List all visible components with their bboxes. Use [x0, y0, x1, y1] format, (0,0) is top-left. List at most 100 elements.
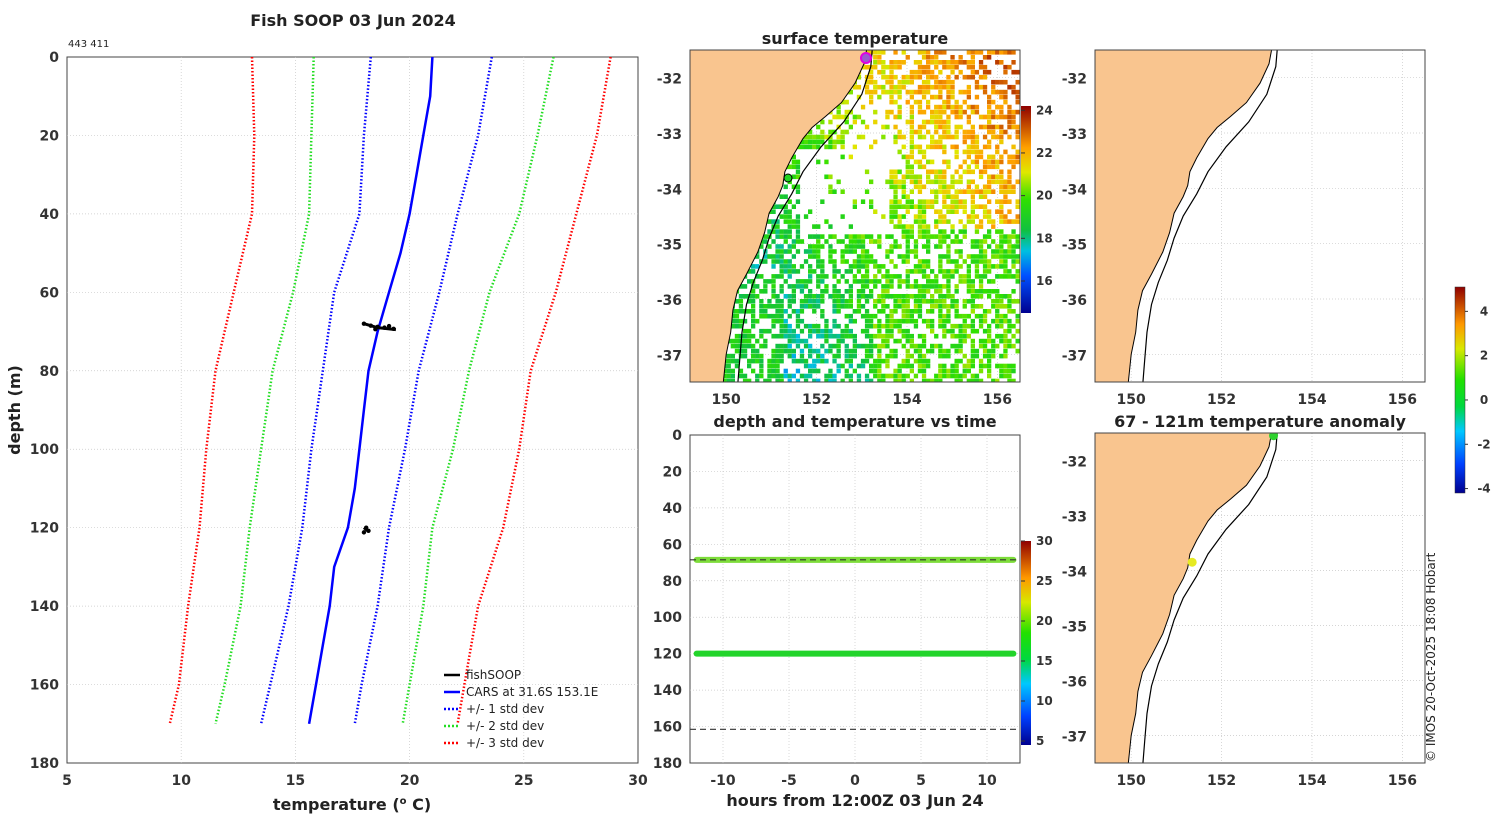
sst-cell [791, 309, 796, 314]
sst-frame [689, 49, 1021, 383]
sst-cell [852, 204, 857, 209]
sst-cell [783, 259, 788, 264]
sst-cell [958, 328, 963, 334]
sst-cell [950, 94, 955, 100]
sst-cell [877, 239, 882, 244]
sst-cell [987, 159, 992, 165]
sst-cell [832, 294, 837, 299]
sst-cell [775, 304, 780, 309]
sst-cell [942, 159, 947, 165]
sst-cell [869, 363, 874, 369]
sst-cell [726, 353, 731, 359]
sst-cell [909, 269, 914, 274]
sst-cell [755, 358, 760, 364]
sst-cell [901, 224, 906, 229]
sst-cell [962, 363, 967, 369]
sst-cell [942, 174, 947, 180]
sst-cell [873, 279, 878, 284]
sst-cell [824, 358, 829, 364]
sst-cell [942, 84, 947, 90]
sst-cell [864, 124, 870, 130]
sst-cell [970, 318, 975, 324]
profile-series--1-std-dev [353, 56, 494, 725]
sst-cell [995, 249, 1000, 254]
sst-cell [869, 368, 874, 374]
dtv-ytick: 180 [653, 756, 682, 772]
sst-cell [791, 333, 796, 339]
sst-cell [909, 154, 914, 160]
sst-cell [982, 289, 988, 294]
sst-cell [771, 318, 776, 324]
sst-cell [982, 194, 988, 199]
sst-cell [999, 323, 1004, 329]
sst-cell [869, 323, 874, 329]
sst-cell [954, 169, 959, 175]
sst-cell [787, 219, 792, 224]
sst-cell [982, 55, 988, 60]
sst-cell [860, 358, 866, 364]
sst-cell [1003, 373, 1008, 379]
sst-cb-tick: 16 [1036, 274, 1053, 288]
track-ytick: -34 [1062, 182, 1088, 198]
sst-cell [844, 373, 849, 379]
sst-cell [877, 244, 882, 249]
sst-cell [987, 229, 992, 234]
sst-cell [942, 214, 947, 219]
sst-cell [881, 264, 886, 269]
sst-cell [787, 264, 792, 269]
sst-cell [873, 259, 878, 264]
sst-cell [905, 269, 910, 274]
sst-cell [942, 79, 947, 85]
sst-cell [982, 189, 988, 194]
sst-cell [844, 333, 849, 339]
sst-cell [730, 318, 735, 324]
track-xtick: 154 [1297, 392, 1326, 408]
sst-cell [962, 159, 967, 165]
sst-cell [848, 109, 853, 115]
sst-cell [840, 338, 845, 344]
sst-cell [970, 134, 975, 140]
sst-cell [978, 74, 984, 80]
sst-cell [1011, 368, 1016, 374]
sst-cell [1011, 254, 1016, 259]
sst-cell [787, 269, 792, 274]
sst-cell [869, 348, 874, 354]
sst-cell [771, 284, 776, 289]
sst-cell [869, 74, 874, 80]
sst-cell [930, 179, 935, 185]
sst-cell [995, 89, 1000, 95]
sst-cell [921, 299, 927, 304]
sst-cb-tick: 20 [1036, 189, 1053, 203]
sst-cell [958, 69, 963, 75]
sst-cell [775, 244, 780, 249]
sst-cell [962, 134, 967, 140]
sst-cell [885, 274, 890, 279]
sst-cell [901, 234, 906, 239]
sst-cell [1007, 299, 1012, 304]
sst-cell [926, 229, 931, 234]
sst-cell [999, 129, 1004, 135]
sst-cell [913, 304, 919, 309]
sst-cell [873, 368, 878, 374]
sst-cell [791, 348, 796, 354]
sst-cell [856, 94, 862, 100]
sst-cell [893, 294, 898, 299]
sst-cell [970, 358, 975, 364]
profile-ytick: 160 [30, 678, 59, 694]
sst-cell [885, 114, 890, 120]
sst-cell [738, 323, 744, 329]
sst-cell [991, 124, 996, 130]
sst-cell [1015, 79, 1020, 85]
sst-cell [954, 373, 959, 379]
sst-cell [982, 124, 988, 130]
sst-cell [759, 328, 764, 334]
sst-cell [917, 343, 923, 349]
sst-cell [966, 299, 971, 304]
sst-cell [905, 318, 910, 324]
sst-cell [860, 254, 866, 259]
anomaly-points [1187, 433, 1279, 567]
sst-cell [852, 279, 857, 284]
sst-cell [803, 373, 809, 379]
sst-cell [775, 318, 780, 324]
sst-cell [982, 239, 988, 244]
